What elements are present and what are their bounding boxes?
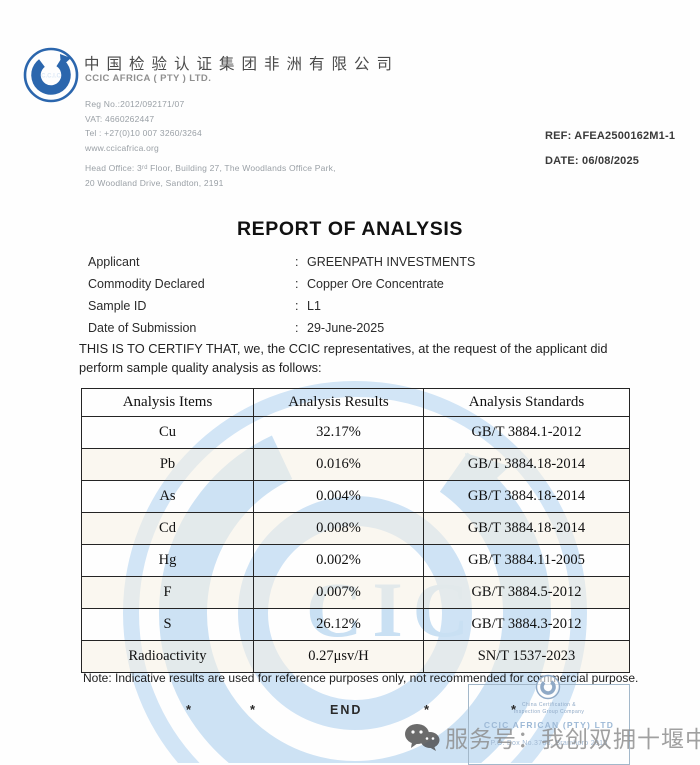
page-title: REPORT OF ANALYSIS bbox=[236, 218, 464, 240]
item-cell: S bbox=[81, 608, 254, 641]
field-label: Date of Submission bbox=[88, 321, 197, 335]
field-submission-date: Date of Submission : 29-June-2025 bbox=[88, 317, 475, 339]
company-name-cn: 中国检验认证集团非洲有限公司 bbox=[84, 56, 400, 73]
result-cell: 0.002% bbox=[253, 544, 424, 577]
field-label: Commodity Declared bbox=[88, 277, 205, 291]
head-office-line1: Head Office: 3ʳᵈ Floor, Building 27, The… bbox=[85, 163, 336, 173]
table-row: Pb 0.016% GB/T 3884.18-2014 bbox=[81, 448, 630, 481]
field-label: Applicant bbox=[88, 255, 140, 269]
svg-text:C.C.I.C: C.C.I.C bbox=[41, 74, 61, 80]
result-cell: 26.12% bbox=[253, 608, 424, 641]
field-value: 29-June-2025 bbox=[307, 321, 385, 335]
company-name-en: CCIC AFRICA ( PTY ) LTD. bbox=[85, 73, 212, 84]
field-applicant: Applicant : GREENPATH INVESTMENTS bbox=[88, 251, 475, 273]
standard-cell: GB/T 3884.1-2012 bbox=[423, 416, 630, 449]
table-row: S 26.12% GB/T 3884.3-2012 bbox=[81, 608, 630, 641]
standard-cell: GB/T 3884.18-2014 bbox=[423, 512, 630, 545]
analysis-table: Analysis Items Analysis Results Analysis… bbox=[81, 388, 630, 673]
standard-cell: GB/T 3884.5-2012 bbox=[423, 576, 630, 609]
vat-no: VAT: 4660262447 bbox=[85, 113, 155, 124]
social-watermark-text: 服务号：我创双拥十堰中心 bbox=[445, 726, 700, 752]
col-header-items: Analysis Items bbox=[81, 388, 254, 417]
item-cell: Radioactivity bbox=[81, 640, 254, 673]
item-cell: Hg bbox=[81, 544, 254, 577]
asterisk: * bbox=[250, 702, 256, 717]
ref-date-block: REF: AFEA2500162M1-1 DATE: 06/08/2025 bbox=[545, 130, 675, 180]
table-row: As 0.004% GB/T 3884.18-2014 bbox=[81, 480, 630, 513]
result-cell: 0.016% bbox=[253, 448, 424, 481]
table-row: Cd 0.008% GB/T 3884.18-2014 bbox=[81, 512, 630, 545]
field-separator: : bbox=[295, 255, 299, 269]
item-cell: Cd bbox=[81, 512, 254, 545]
report-date: DATE: 06/08/2025 bbox=[545, 155, 640, 167]
result-cell: 0.27μsv/H bbox=[253, 640, 424, 673]
standard-cell: SN/T 1537-2023 bbox=[423, 640, 630, 673]
field-value: GREENPATH INVESTMENTS bbox=[307, 255, 476, 269]
table-row: Hg 0.002% GB/T 3884.11-2005 bbox=[81, 544, 630, 577]
result-cell: 0.004% bbox=[253, 480, 424, 513]
ccic-logo-icon: C.C.I.C bbox=[23, 47, 79, 103]
table-row: F 0.007% GB/T 3884.5-2012 bbox=[81, 576, 630, 609]
asterisk: * bbox=[424, 702, 430, 717]
col-header-standards: Analysis Standards bbox=[423, 388, 630, 417]
standard-cell: GB/T 3884.11-2005 bbox=[423, 544, 630, 577]
item-cell: F bbox=[81, 576, 254, 609]
report-fields: Applicant : GREENPATH INVESTMENTS Commod… bbox=[88, 251, 475, 339]
item-cell: As bbox=[81, 480, 254, 513]
field-separator: : bbox=[295, 321, 299, 335]
field-separator: : bbox=[295, 277, 299, 291]
website-url: www.ccicafrica.org bbox=[85, 142, 159, 153]
head-office-line2: 20 Woodland Drive, Sandton, 2191 bbox=[85, 177, 224, 188]
field-sample-id: Sample ID : L1 bbox=[88, 295, 475, 317]
result-cell: 0.008% bbox=[253, 512, 424, 545]
tel-no: Tel : +27(0)10 007 3260/3264 bbox=[85, 128, 202, 138]
ref-number: REF: AFEA2500162M1-1 bbox=[545, 130, 676, 142]
table-row: Radioactivity 0.27μsv/H SN/T 1537-2023 bbox=[81, 640, 630, 673]
standard-cell: GB/T 3884.18-2014 bbox=[423, 448, 630, 481]
stamp-ccic-logo-icon bbox=[535, 674, 561, 700]
item-cell: Cu bbox=[81, 416, 254, 449]
result-cell: 32.17% bbox=[253, 416, 424, 449]
standard-cell: GB/T 3884.18-2014 bbox=[423, 480, 630, 513]
end-label: END bbox=[330, 703, 363, 717]
result-cell: 0.007% bbox=[253, 576, 424, 609]
field-commodity: Commodity Declared : Copper Ore Concentr… bbox=[88, 273, 475, 295]
social-watermark: 服务号：我创双拥十堰中心 bbox=[404, 720, 700, 754]
field-value: Copper Ore Concentrate bbox=[307, 277, 444, 291]
item-cell: Pb bbox=[81, 448, 254, 481]
field-label: Sample ID bbox=[88, 299, 147, 313]
stamp-tagline: China Certification & Inspection Group C… bbox=[513, 702, 585, 715]
asterisk: * bbox=[186, 702, 192, 717]
table-row: Cu 32.17% GB/T 3884.1-2012 bbox=[81, 416, 630, 449]
field-separator: : bbox=[295, 299, 299, 313]
standard-cell: GB/T 3884.3-2012 bbox=[423, 608, 630, 641]
certify-statement: THIS IS TO CERTIFY THAT, we, the CCIC re… bbox=[79, 341, 608, 375]
table-header-row: Analysis Items Analysis Results Analysis… bbox=[81, 388, 630, 417]
wechat-icon bbox=[405, 724, 440, 751]
field-value: L1 bbox=[307, 299, 321, 313]
company-info-block: Reg No.:2012/092171/07 VAT: 4660262447 T… bbox=[85, 97, 336, 190]
col-header-results: Analysis Results bbox=[253, 388, 424, 417]
reg-no: Reg No.:2012/092171/07 bbox=[85, 99, 185, 109]
